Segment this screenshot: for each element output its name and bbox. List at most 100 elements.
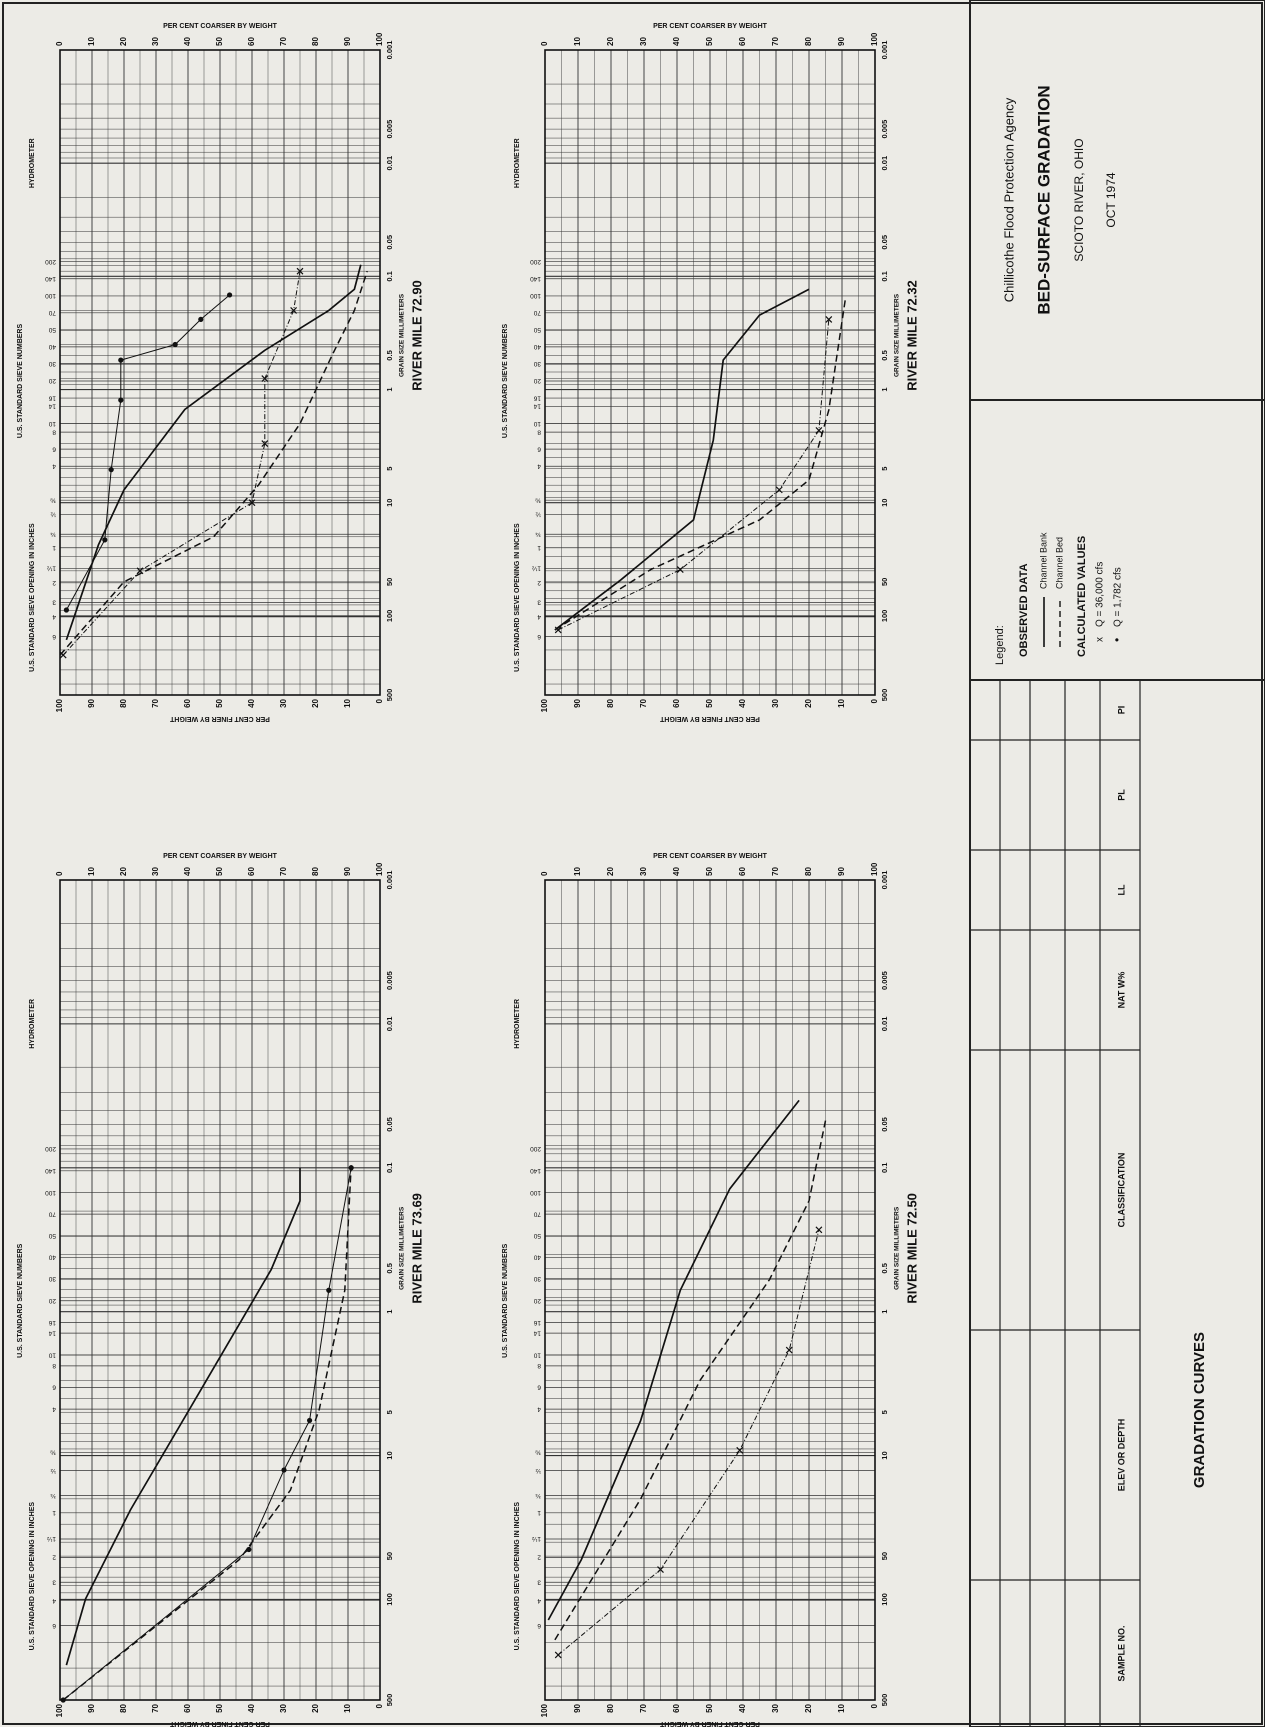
grain-tick-label: 100 (880, 610, 889, 623)
point-marker (815, 427, 823, 434)
inch-tick-label: 1 (537, 544, 541, 551)
grain-tick-label: 10 (385, 499, 394, 507)
sieve-tick-label: 40 (48, 343, 56, 350)
coarser-tick-label: 40 (183, 867, 192, 876)
grain-tick-label: 0.01 (880, 156, 889, 171)
coarser-tick-label: 20 (606, 867, 615, 876)
inch-tick-label: 4 (537, 613, 541, 620)
grain-tick-label: 50 (385, 1552, 394, 1560)
axis-label: PER CENT COARSER BY WEIGHT (653, 853, 768, 860)
axis-label: PER CENT COARSER BY WEIGHT (163, 853, 278, 860)
legend-heading: Legend: (994, 625, 1006, 665)
footer: GRADATION CURVES (1191, 1332, 1208, 1488)
grain-tick-label: 0.05 (385, 235, 394, 250)
inch-tick-label: 6 (537, 1622, 541, 1629)
inch-tick-label: 2 (52, 1554, 56, 1561)
sieve-tick-label: 140 (530, 1167, 541, 1174)
coarser-tick-label: 100 (375, 32, 384, 46)
finer-tick-label: 50 (705, 698, 714, 707)
point-marker (815, 1226, 823, 1234)
grain-tick-label: 0.001 (880, 41, 889, 60)
grain-tick-label: 0.1 (385, 271, 394, 281)
inch-tick-label: ½ (50, 511, 56, 519)
finer-tick-label: 100 (540, 698, 549, 712)
inch-tick-label: 1½ (46, 565, 56, 573)
point-marker (296, 267, 304, 275)
inch-tick-label: 1½ (46, 1535, 56, 1543)
inch-tick-label: 6 (537, 633, 541, 640)
grain-tick-label: 5 (385, 1410, 394, 1414)
finer-tick-label: 100 (55, 698, 64, 712)
finer-tick-label: 60 (672, 1703, 681, 1712)
coarser-tick-label: 10 (573, 867, 582, 876)
table-header: CLASSIFICATION (1116, 1153, 1126, 1228)
sieve-tick-label: 30 (48, 1275, 56, 1282)
point-marker (736, 1446, 744, 1454)
coarser-tick-label: 50 (705, 867, 714, 876)
coarser-tick-label: 20 (119, 37, 128, 46)
sieve-tick-label: 50 (48, 326, 56, 333)
point-marker (63, 607, 70, 613)
coarser-tick-label: 60 (738, 867, 747, 876)
finer-tick-label: 90 (573, 1703, 582, 1712)
finer-tick-label: 10 (343, 1703, 352, 1712)
inch-tick-label: ½ (50, 1467, 56, 1475)
sieve-tick-label: 14 (533, 1329, 541, 1336)
grain-tick-label: 0.005 (385, 971, 394, 990)
sieve-tick-label: 140 (530, 275, 541, 282)
coarser-tick-label: 100 (870, 862, 879, 876)
coarser-tick-label: 100 (375, 862, 384, 876)
coarser-tick-label: 60 (247, 867, 256, 876)
grain-tick-label: 50 (880, 578, 889, 586)
point-marker (60, 1697, 66, 1703)
point-marker (775, 486, 783, 494)
gradation-panel: 0010102020303040405050606070708080909010… (17, 853, 425, 1727)
coarser-tick-label: 40 (183, 37, 192, 46)
axis-label: PER CENT FINER BY WEIGHT (659, 1720, 760, 1727)
point-marker (348, 1165, 354, 1171)
grain-tick-label: 0.5 (880, 350, 889, 360)
finer-tick-label: 50 (215, 698, 224, 707)
finer-tick-label: 20 (311, 1703, 320, 1712)
grain-tick-label: 100 (385, 610, 394, 623)
panel-title: RIVER MILE 72.50 (904, 1193, 919, 1304)
panel-frame (544, 49, 876, 696)
inch-tick-label: ⅜ (535, 496, 541, 503)
gradation-curve (59, 270, 368, 656)
coarser-tick-label: 90 (837, 37, 846, 46)
coarser-tick-label: 80 (804, 867, 813, 876)
sieve-tick-label: 20 (533, 377, 541, 384)
gradation-panel: 0010102020303040405050606070708080909010… (502, 23, 920, 722)
axis-label: PER CENT COARSER BY WEIGHT (653, 23, 768, 30)
coarser-tick-label: 10 (87, 867, 96, 876)
finer-tick-label: 100 (540, 1703, 549, 1717)
axis-label: HYDROMETER (29, 138, 36, 188)
sieve-tick-label: 200 (45, 1145, 56, 1152)
grain-tick-label: 0.5 (880, 1263, 889, 1273)
finer-tick-label: 40 (247, 698, 256, 707)
coarser-tick-label: 30 (151, 37, 160, 46)
point-marker (261, 375, 269, 382)
sieve-tick-label: 4 (52, 1405, 56, 1412)
agency: Chillicothe Flood Protection Agency (1001, 97, 1016, 302)
coarser-tick-label: 90 (343, 867, 352, 876)
finer-tick-label: 80 (119, 1703, 128, 1712)
grain-tick-label: 1 (385, 1310, 394, 1314)
gradation-curve (557, 1229, 820, 1656)
axis-label: HYDROMETER (514, 138, 521, 188)
finer-tick-label: 50 (215, 1703, 224, 1712)
grain-tick-label: 500 (880, 1694, 889, 1707)
inch-tick-label: 1 (537, 1509, 541, 1516)
finer-tick-label: 0 (375, 698, 384, 703)
legend-calculated: CALCULATED VALUES (1076, 536, 1088, 657)
legend-q2: Q = 1,782 cfs (1113, 567, 1124, 627)
sieve-tick-label: 100 (45, 292, 56, 299)
finer-tick-label: 90 (87, 698, 96, 707)
point-marker (108, 467, 114, 473)
inch-tick-label: ¾ (535, 1492, 541, 1499)
sieve-tick-label: 16 (48, 394, 56, 401)
table-header: PL (1116, 789, 1126, 801)
coarser-tick-label: 20 (119, 867, 128, 876)
axis-label: U.S. STANDARD SIEVE NUMBERS (17, 324, 24, 439)
sieve-tick-label: 100 (45, 1189, 56, 1196)
